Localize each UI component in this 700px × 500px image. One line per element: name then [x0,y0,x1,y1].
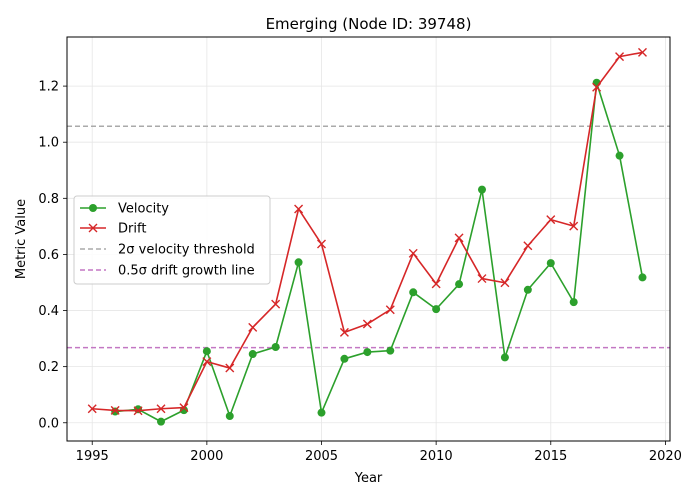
legend-marker-drift [88,223,98,233]
drift-point [110,405,120,415]
drift-point [477,274,487,284]
legend-entry-velocity: Velocity [80,202,169,217]
velocity-line [115,81,644,423]
drift-point [408,248,418,258]
velocity-point [638,273,647,282]
velocity-point [523,285,532,294]
velocity-point [569,298,578,307]
legend: Velocity Drift 2σ velocity threshold 0.5… [73,195,271,285]
legend-marker-velocity [89,204,97,212]
y-tick-label: 0.2 [38,360,59,375]
x-tick-label: 2000 [190,449,223,464]
y-axis-label: Metric Value [14,199,29,279]
x-tick-label: 2015 [534,449,567,464]
legend-label-drift-growth: 0.5σ drift growth line [118,264,255,279]
legend-entry-velocity-threshold: 2σ velocity threshold [80,243,255,258]
y-tick-label: 1.0 [38,136,59,151]
velocity-point [477,185,486,194]
legend-entry-drift-growth: 0.5σ drift growth line [80,264,255,279]
drift-point [615,52,625,62]
velocity-point [409,288,418,297]
drift-point [339,327,349,337]
drift-point [294,204,304,214]
velocity-point [546,259,555,268]
velocity-point [455,280,464,289]
x-tick-label: 2010 [420,449,453,464]
velocity-point [294,258,303,267]
drift-point [133,406,143,416]
y-tick-label: 0.4 [38,304,59,319]
drift-point [454,233,464,243]
velocity-point [500,353,509,362]
velocity-point [202,347,211,356]
velocity-point [111,407,120,416]
velocity-point [248,350,257,359]
legend-label-velocity-threshold: 2σ velocity threshold [118,243,255,258]
x-tick-label: 2005 [305,449,338,464]
y-tick-label: 0.8 [38,192,59,207]
x-tick-label: 2020 [649,449,682,464]
x-tick-label: 1995 [76,449,109,464]
drift-point [546,215,556,225]
drift-point [592,82,602,92]
drift-point [431,279,441,289]
drift-point [179,403,189,413]
velocity-point [317,408,326,417]
drift-point [362,319,372,329]
y-tick-label: 0.6 [38,248,59,263]
plot-frame [66,36,671,442]
velocity-point [271,343,280,352]
velocity-point [615,151,624,160]
drift-point [248,322,258,332]
drift-point [500,278,510,288]
drift-point [271,299,281,309]
velocity-point [157,417,166,426]
drift-point [156,404,166,414]
velocity-point [386,346,395,355]
drift-point [87,404,97,414]
velocity-point [340,354,349,363]
velocity-point [225,412,234,421]
chart-title: Emerging (Node ID: 39748) [266,15,472,33]
series-layer [87,47,647,426]
velocity-point [363,348,372,357]
drift-point [569,221,579,231]
velocity-point [134,405,143,414]
y-tick-label: 1.2 [38,80,59,95]
drift-point [317,239,326,249]
drift-point [523,241,533,251]
y-tick-label: 0.0 [38,416,59,431]
drift-point [637,47,647,57]
drift-point [385,305,395,315]
velocity-point [432,305,441,314]
tick-layer: 1995 2000 2005 2010 2015 2020 0.0 0.2 0.4 0.6 0.8 1… [38,80,682,464]
x-axis-label: Year [354,471,383,486]
legend-box [73,195,271,285]
legend-label-velocity: Velocity [118,202,169,217]
legend-entry-drift: Drift [80,222,146,237]
legend-label-drift: Drift [118,222,146,237]
drift-point [225,363,235,373]
reference-lines-layer [67,125,670,349]
drift-point [202,357,212,367]
